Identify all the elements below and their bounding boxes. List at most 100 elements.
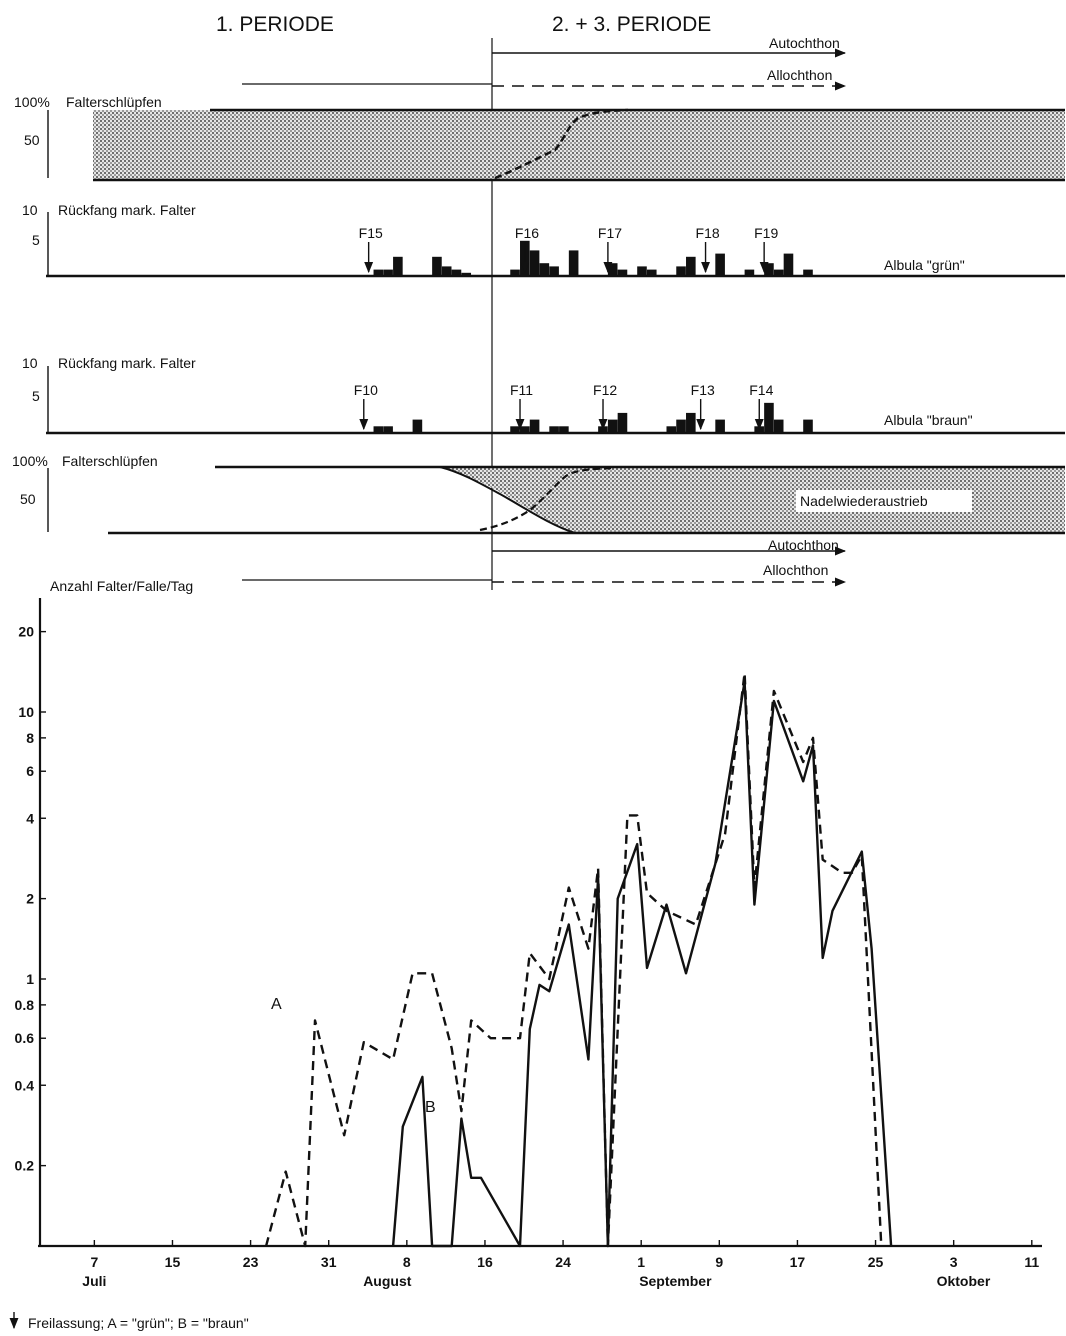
green-bar bbox=[451, 269, 462, 276]
x-ticks: 7 15 23 31 8 16 24 1 9 17 25 3 11 Juli August September… bbox=[82, 1240, 1039, 1289]
brown-series-label: Albula "braun" bbox=[884, 412, 973, 428]
green-bar bbox=[617, 269, 628, 276]
green-bar bbox=[783, 253, 794, 276]
brown-bar bbox=[676, 419, 686, 433]
brown-release-label: F10 bbox=[354, 382, 378, 398]
footer-legend: Freilassung; A = "grün"; B = "braun" bbox=[28, 1315, 249, 1331]
brown-bar bbox=[617, 412, 628, 433]
y-tick-label: 20 bbox=[18, 624, 34, 640]
green-bar bbox=[803, 269, 813, 276]
y-tick-label: 0.8 bbox=[15, 997, 35, 1013]
brown-bar bbox=[383, 426, 393, 433]
green-release-label: F18 bbox=[696, 225, 720, 241]
emergence-bottom-50-label: 50 bbox=[20, 491, 36, 507]
x-tick-label: 23 bbox=[243, 1254, 259, 1270]
month-label: August bbox=[363, 1273, 412, 1289]
emergence-bottom-title: Falterschlüpfen bbox=[62, 453, 158, 469]
green-bar bbox=[637, 266, 647, 276]
emergence-top-curve bbox=[494, 108, 629, 180]
green-bar bbox=[686, 256, 696, 276]
green-bar bbox=[646, 269, 657, 276]
green-bar bbox=[715, 253, 725, 276]
green-bar bbox=[764, 263, 774, 276]
series-b-annotation: B bbox=[425, 1099, 436, 1116]
x-tick-label: 17 bbox=[790, 1254, 806, 1270]
green-bar bbox=[549, 266, 559, 276]
green-bar bbox=[383, 269, 393, 276]
brown-release-label: F11 bbox=[510, 382, 533, 398]
green-bar bbox=[461, 272, 472, 276]
green-bar bbox=[773, 269, 784, 276]
x-tick-label: 25 bbox=[868, 1254, 884, 1270]
green-y10-label: 10 bbox=[22, 202, 38, 218]
brown-bar bbox=[686, 412, 696, 433]
brown-bar bbox=[373, 426, 384, 433]
y-tick-label: 10 bbox=[18, 704, 34, 720]
brown-bar bbox=[549, 426, 559, 433]
y-tick-label: 0.2 bbox=[15, 1158, 35, 1174]
period-1-heading: 1. PERIODE bbox=[216, 13, 334, 36]
x-tick-label: 15 bbox=[165, 1254, 181, 1270]
month-label: Oktober bbox=[937, 1273, 991, 1289]
y-tick-label: 4 bbox=[26, 810, 34, 826]
brown-bar bbox=[529, 419, 540, 433]
y-tick-label: 8 bbox=[26, 730, 34, 746]
x-tick-label: 24 bbox=[555, 1254, 571, 1270]
series-a-line bbox=[264, 671, 883, 1248]
emergence-top-50-label: 50 bbox=[24, 132, 40, 148]
autochthon-label-bottom: Autochthon bbox=[768, 537, 839, 553]
y-tick-label: 0.6 bbox=[15, 1030, 35, 1046]
month-label: September bbox=[639, 1273, 712, 1289]
brown-bar bbox=[803, 419, 813, 433]
y-tick-label: 0.4 bbox=[15, 1077, 35, 1093]
green-bar bbox=[568, 250, 579, 276]
green-release-label: F16 bbox=[515, 225, 539, 241]
green-release-markers: F15 F16 F17 F18 F19 bbox=[359, 225, 778, 274]
brown-panel-title: Rückfang mark. Falter bbox=[58, 355, 196, 371]
green-bar bbox=[393, 256, 403, 276]
green-release-label: F15 bbox=[359, 225, 383, 241]
emergence-bottom-100-label: 100% bbox=[12, 453, 48, 469]
brown-release-label: F13 bbox=[691, 382, 715, 398]
green-bar bbox=[510, 269, 520, 276]
green-bar bbox=[539, 263, 550, 276]
brown-bar bbox=[520, 426, 530, 433]
brown-bar bbox=[666, 426, 677, 433]
green-release-label: F19 bbox=[754, 225, 778, 241]
x-tick-label: 16 bbox=[477, 1254, 493, 1270]
emergence-top-title: Falterschlüpfen bbox=[66, 94, 162, 110]
brown-release-markers: F10 F11 F12 F13 F14 bbox=[354, 382, 774, 431]
needle-regrowth-label: Nadelwiederaustrieb bbox=[800, 493, 928, 509]
needle-regrowth-label-box bbox=[796, 490, 972, 512]
series-b-line bbox=[391, 680, 893, 1248]
emergence-bottom-needle-curve bbox=[439, 466, 576, 534]
green-bar bbox=[607, 263, 618, 276]
green-bar bbox=[373, 269, 384, 276]
x-tick-label: 31 bbox=[321, 1254, 337, 1270]
brown-bars bbox=[373, 402, 813, 433]
y-tick-label: 6 bbox=[26, 763, 34, 779]
brown-bar bbox=[607, 419, 618, 433]
brown-bar bbox=[715, 419, 725, 433]
green-bar bbox=[432, 256, 442, 276]
green-release-label: F17 bbox=[598, 225, 622, 241]
green-series-label: Albula "grün" bbox=[884, 257, 965, 273]
emergence-top-100-label: 100% bbox=[14, 94, 50, 110]
green-bar bbox=[441, 266, 452, 276]
main-y-axis-title: Anzahl Falter/Falle/Tag bbox=[50, 578, 193, 594]
green-bar bbox=[744, 269, 755, 276]
brown-release-label: F14 bbox=[749, 382, 773, 398]
series-a-annotation: A bbox=[271, 996, 282, 1013]
period-2-3-heading: 2. + 3. PERIODE bbox=[552, 13, 711, 36]
x-tick-label: 11 bbox=[1024, 1254, 1039, 1270]
green-bars bbox=[373, 240, 813, 276]
x-tick-label: 3 bbox=[950, 1254, 958, 1270]
emergence-bottom-band bbox=[440, 467, 1065, 533]
y-ticks: 20 10 8 6 4 2 1 0.8 0.6 0.4 0.2 bbox=[15, 624, 46, 1174]
brown-y5-label: 5 bbox=[32, 388, 40, 404]
brown-release-label: F12 bbox=[593, 382, 617, 398]
emergence-top-band bbox=[93, 110, 1065, 180]
green-panel-title: Rückfang mark. Falter bbox=[58, 202, 196, 218]
green-bar bbox=[676, 266, 686, 276]
